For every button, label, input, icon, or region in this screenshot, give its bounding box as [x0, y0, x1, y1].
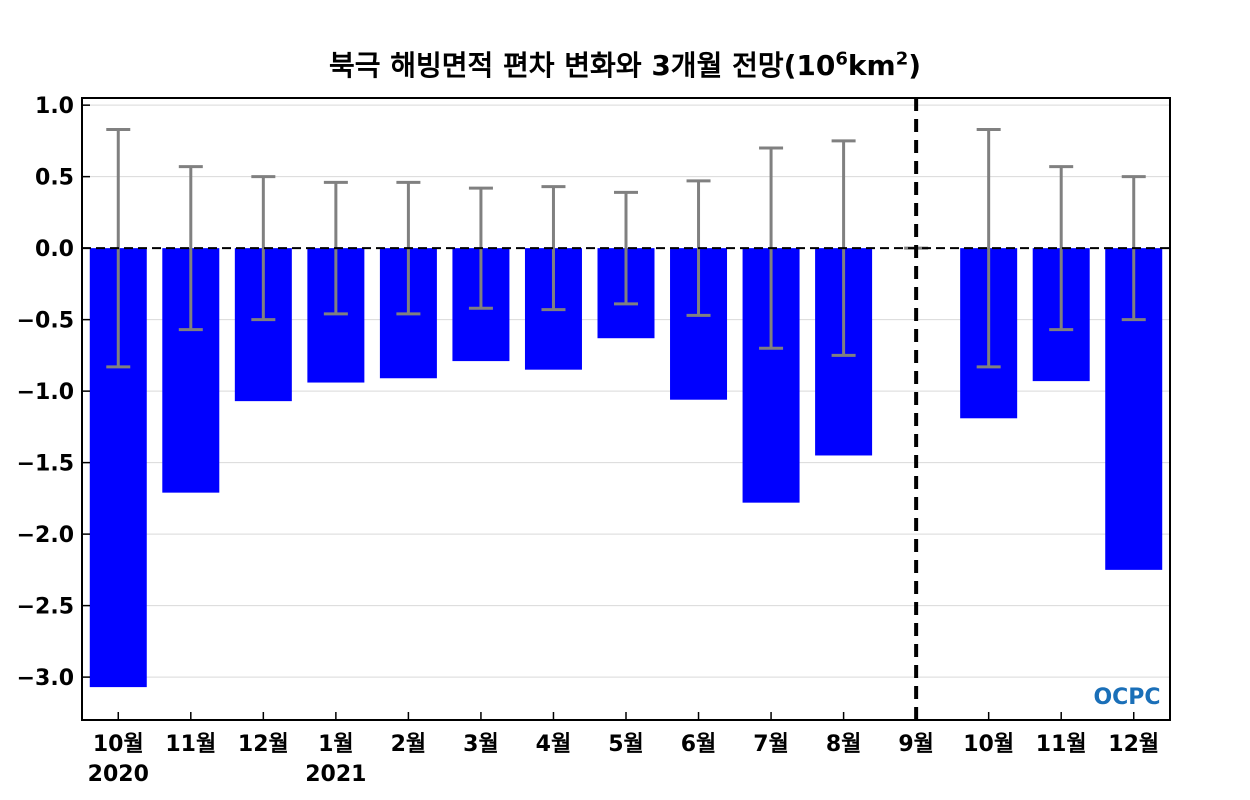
x-tick-label: 8월 [826, 732, 862, 757]
x-tick-label: 5월 [608, 732, 644, 757]
x-tick-label: 1월 [318, 732, 354, 757]
x-tick-label: 3월 [463, 732, 499, 757]
y-tick-label: −1.0 [17, 380, 74, 405]
y-axis: 1.0 0.5 0.0 −0.5 −1.0 −1.5 −2.0 −2.5 −3.0 [17, 94, 90, 691]
x-tick-label: 12월 [1108, 732, 1159, 757]
y-tick-label: 1.0 [35, 94, 74, 119]
x-tick-label: 10월 [93, 732, 144, 757]
x-tick-label: 11월 [1036, 732, 1087, 757]
x-tick-label: 6월 [681, 732, 717, 757]
x-tick-label: 4월 [536, 732, 572, 757]
chart-title: 북극 해빙면적 편차 변화와 3개월 전망(106km2) [328, 48, 922, 82]
y-tick-label: 0.0 [35, 237, 74, 262]
y-tick-label: −1.5 [17, 452, 74, 477]
x-tick-label: 2월 [391, 732, 427, 757]
bars [89, 248, 1163, 688]
y-tick-label: −2.0 [17, 523, 74, 548]
x-tick-label: 10월 [963, 732, 1014, 757]
y-tick-label: −3.0 [17, 666, 74, 691]
ocpc-logo: OCPC [1093, 685, 1160, 710]
ocpc-logo-text: OCPC [1093, 685, 1160, 710]
y-tick-label: −0.5 [17, 309, 74, 334]
x-axis: 10월 11월 12월 1월 2월 3월 4월 5월 6월 7월 8월 9월 10월 11월 12월 2020… [88, 712, 1159, 787]
x-tick-label: 12월 [238, 732, 289, 757]
x-tick-label: 11월 [165, 732, 216, 757]
x-year-label: 2020 [88, 762, 149, 787]
x-tick-label: 7월 [753, 732, 789, 757]
x-tick-label: 9월 [898, 732, 934, 757]
x-year-label: 2021 [305, 762, 366, 787]
y-tick-label: 0.5 [35, 166, 74, 191]
y-tick-label: −2.5 [17, 595, 74, 620]
